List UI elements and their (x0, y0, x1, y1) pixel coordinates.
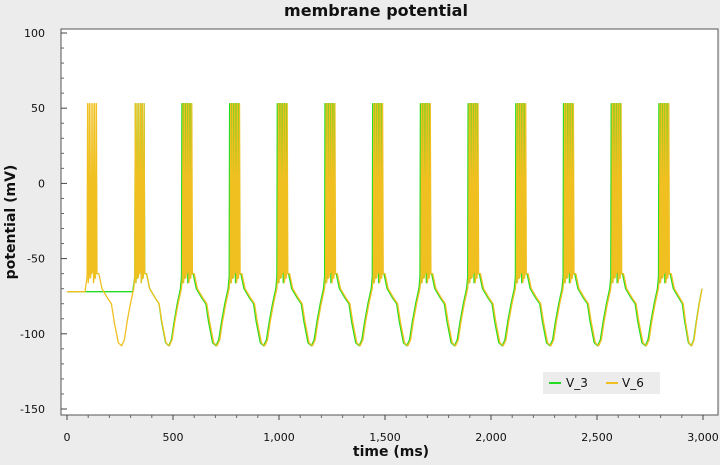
x-tick-label: 1,500 (369, 431, 401, 444)
legend: V_3 V_6 (543, 372, 660, 394)
y-tick-label: 0 (38, 177, 45, 190)
legend-label-v6: V_6 (622, 376, 644, 390)
legend-box (543, 372, 660, 394)
series-layer (67, 103, 703, 347)
series-line-v3 (67, 103, 703, 347)
y-axis: -150 -100 -50 0 50 100 (20, 27, 67, 416)
x-tick-label: 2,500 (581, 431, 613, 444)
y-tick-label: -150 (20, 403, 45, 416)
x-tick-label: 3,000 (687, 431, 719, 444)
x-tick-label: 0 (64, 431, 71, 444)
chart-title: membrane potential (284, 1, 468, 20)
legend-label-v3: V_3 (566, 376, 588, 390)
y-tick-label: 50 (31, 102, 45, 115)
y-tick-label: 100 (24, 27, 45, 40)
y-axis-label: potential (mV) (3, 165, 19, 280)
x-axis-label: time (ms) (353, 444, 429, 460)
plot-area (60, 28, 719, 416)
y-tick-label: -50 (27, 253, 45, 266)
x-axis: 0 500 1,000 1,500 2,000 2,500 3,000 (64, 415, 719, 444)
x-tick-label: 1,000 (263, 431, 295, 444)
x-tick-label: 500 (163, 431, 184, 444)
x-tick-label: 2,000 (475, 431, 507, 444)
y-tick-label: -100 (20, 328, 45, 341)
series-line-v6 (67, 103, 703, 347)
